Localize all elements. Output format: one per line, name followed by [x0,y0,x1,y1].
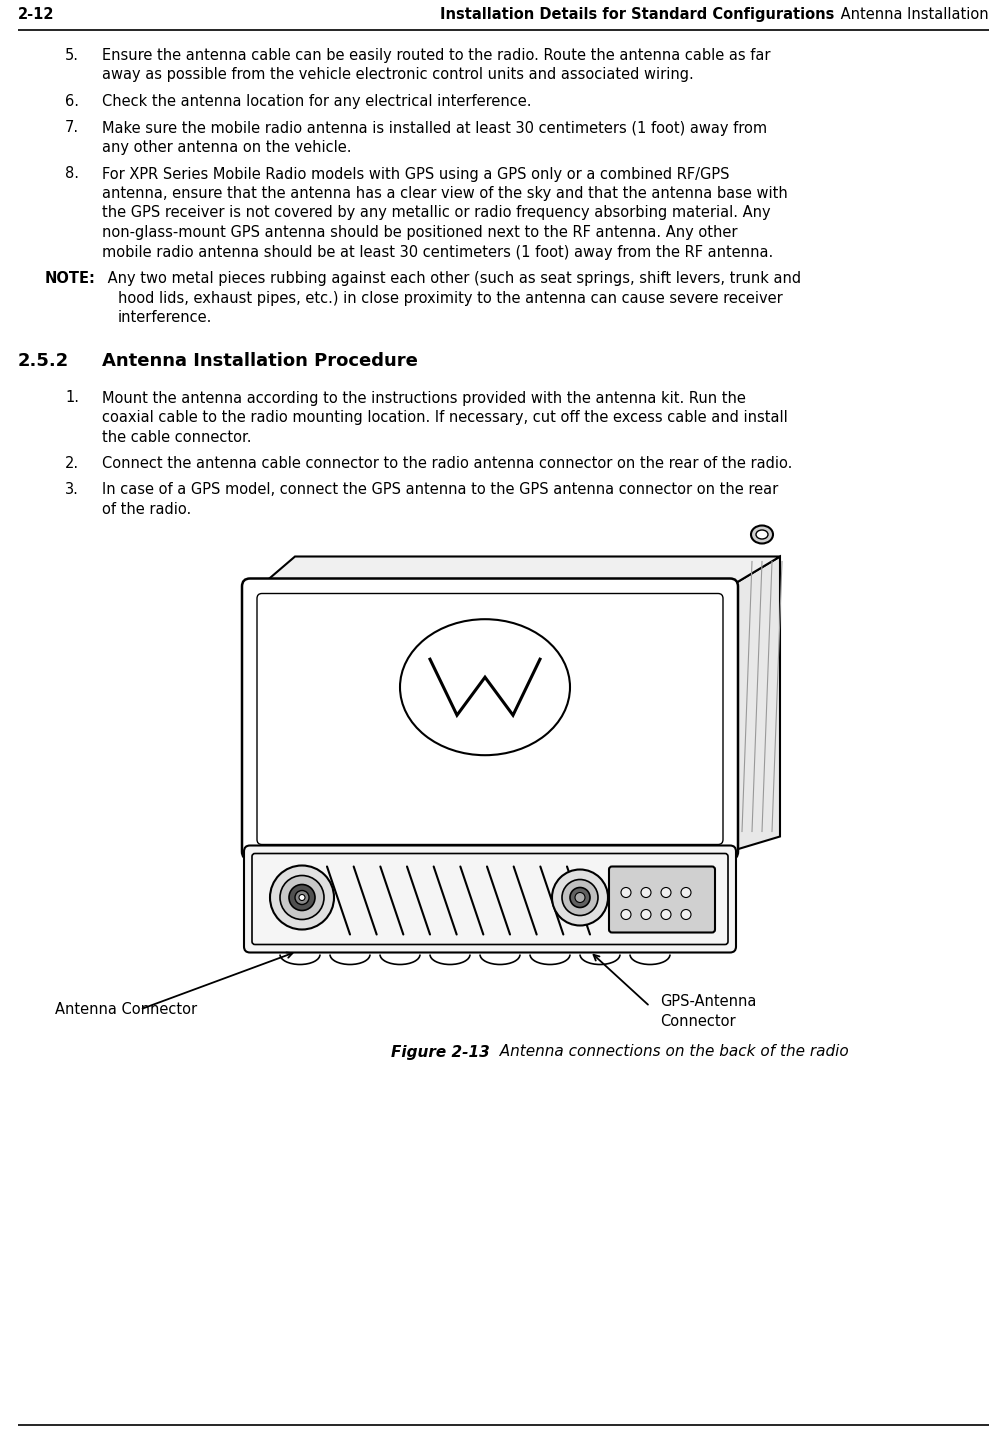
Text: 8.: 8. [65,167,79,181]
Ellipse shape [756,530,768,539]
Polygon shape [730,556,780,851]
Text: interference.: interference. [118,310,212,325]
Text: non-glass-mount GPS antenna should be positioned next to the RF antenna. Any oth: non-glass-mount GPS antenna should be po… [102,225,737,240]
Text: 6.: 6. [65,94,79,109]
Circle shape [270,865,334,929]
Text: Mount the antenna according to the instructions provided with the antenna kit. R: Mount the antenna according to the instr… [102,390,746,406]
Text: In case of a GPS model, connect the GPS antenna to the GPS antenna connector on : In case of a GPS model, connect the GPS … [102,482,778,497]
Text: For XPR Series Mobile Radio models with GPS using a GPS only or a combined RF/GP: For XPR Series Mobile Radio models with … [102,167,729,181]
Text: antenna, ensure that the antenna has a clear view of the sky and that the antenn: antenna, ensure that the antenna has a c… [102,186,787,202]
Text: Antenna connections on the back of the radio: Antenna connections on the back of the r… [490,1044,849,1060]
Circle shape [295,890,309,904]
Circle shape [280,876,324,920]
Circle shape [570,887,590,907]
Text: 5.: 5. [65,48,79,63]
Text: 3.: 3. [65,482,79,497]
Text: the cable connector.: the cable connector. [102,429,252,445]
Circle shape [661,887,671,897]
Text: 1.: 1. [65,390,79,406]
Text: 2.5.2: 2.5.2 [18,351,69,370]
Text: Antenna Installation Procedure: Antenna Installation Procedure [102,351,418,370]
Text: Any two metal pieces rubbing against each other (such as seat springs, shift lev: Any two metal pieces rubbing against eac… [103,271,802,287]
Circle shape [681,910,691,920]
Text: Installation Details for Standard Configurations: Installation Details for Standard Config… [440,7,834,22]
FancyBboxPatch shape [244,845,736,952]
Text: any other antenna on the vehicle.: any other antenna on the vehicle. [102,140,351,156]
Text: Connector: Connector [660,1014,736,1030]
Text: GPS-Antenna: GPS-Antenna [660,995,756,1009]
Text: 2.: 2. [65,456,80,471]
Text: 2-12: 2-12 [18,7,54,22]
Text: coaxial cable to the radio mounting location. If necessary, cut off the excess c: coaxial cable to the radio mounting loca… [102,410,787,425]
Circle shape [681,887,691,897]
Circle shape [641,910,651,920]
Circle shape [621,910,631,920]
Text: Connect the antenna cable connector to the radio antenna connector on the rear o: Connect the antenna cable connector to t… [102,456,793,471]
Text: of the radio.: of the radio. [102,503,191,517]
Circle shape [299,894,305,900]
Text: away as possible from the vehicle electronic control units and associated wiring: away as possible from the vehicle electr… [102,68,694,82]
Text: Figure 2-13: Figure 2-13 [392,1044,490,1060]
Circle shape [575,893,585,903]
Text: hood lids, exhaust pipes, etc.) in close proximity to the antenna can cause seve: hood lids, exhaust pipes, etc.) in close… [118,291,782,305]
FancyBboxPatch shape [609,867,715,933]
Text: Antenna Installation: Antenna Installation [837,7,989,22]
Text: Antenna Connector: Antenna Connector [55,1001,197,1017]
Polygon shape [260,556,780,586]
Text: Ensure the antenna cable can be easily routed to the radio. Route the antenna ca: Ensure the antenna cable can be easily r… [102,48,770,63]
Text: mobile radio antenna should be at least 30 centimeters (1 foot) away from the RF: mobile radio antenna should be at least … [102,245,773,259]
Circle shape [552,870,608,926]
Text: NOTE:: NOTE: [45,271,96,287]
Circle shape [641,887,651,897]
Ellipse shape [400,619,570,755]
FancyBboxPatch shape [242,579,738,860]
Text: Make sure the mobile radio antenna is installed at least 30 centimeters (1 foot): Make sure the mobile radio antenna is in… [102,121,767,135]
Ellipse shape [751,526,773,543]
Circle shape [661,910,671,920]
Text: 7.: 7. [65,121,80,135]
Circle shape [621,887,631,897]
Text: Check the antenna location for any electrical interference.: Check the antenna location for any elect… [102,94,532,109]
Text: the GPS receiver is not covered by any metallic or radio frequency absorbing mat: the GPS receiver is not covered by any m… [102,206,770,220]
Circle shape [562,880,598,916]
Circle shape [289,884,315,910]
